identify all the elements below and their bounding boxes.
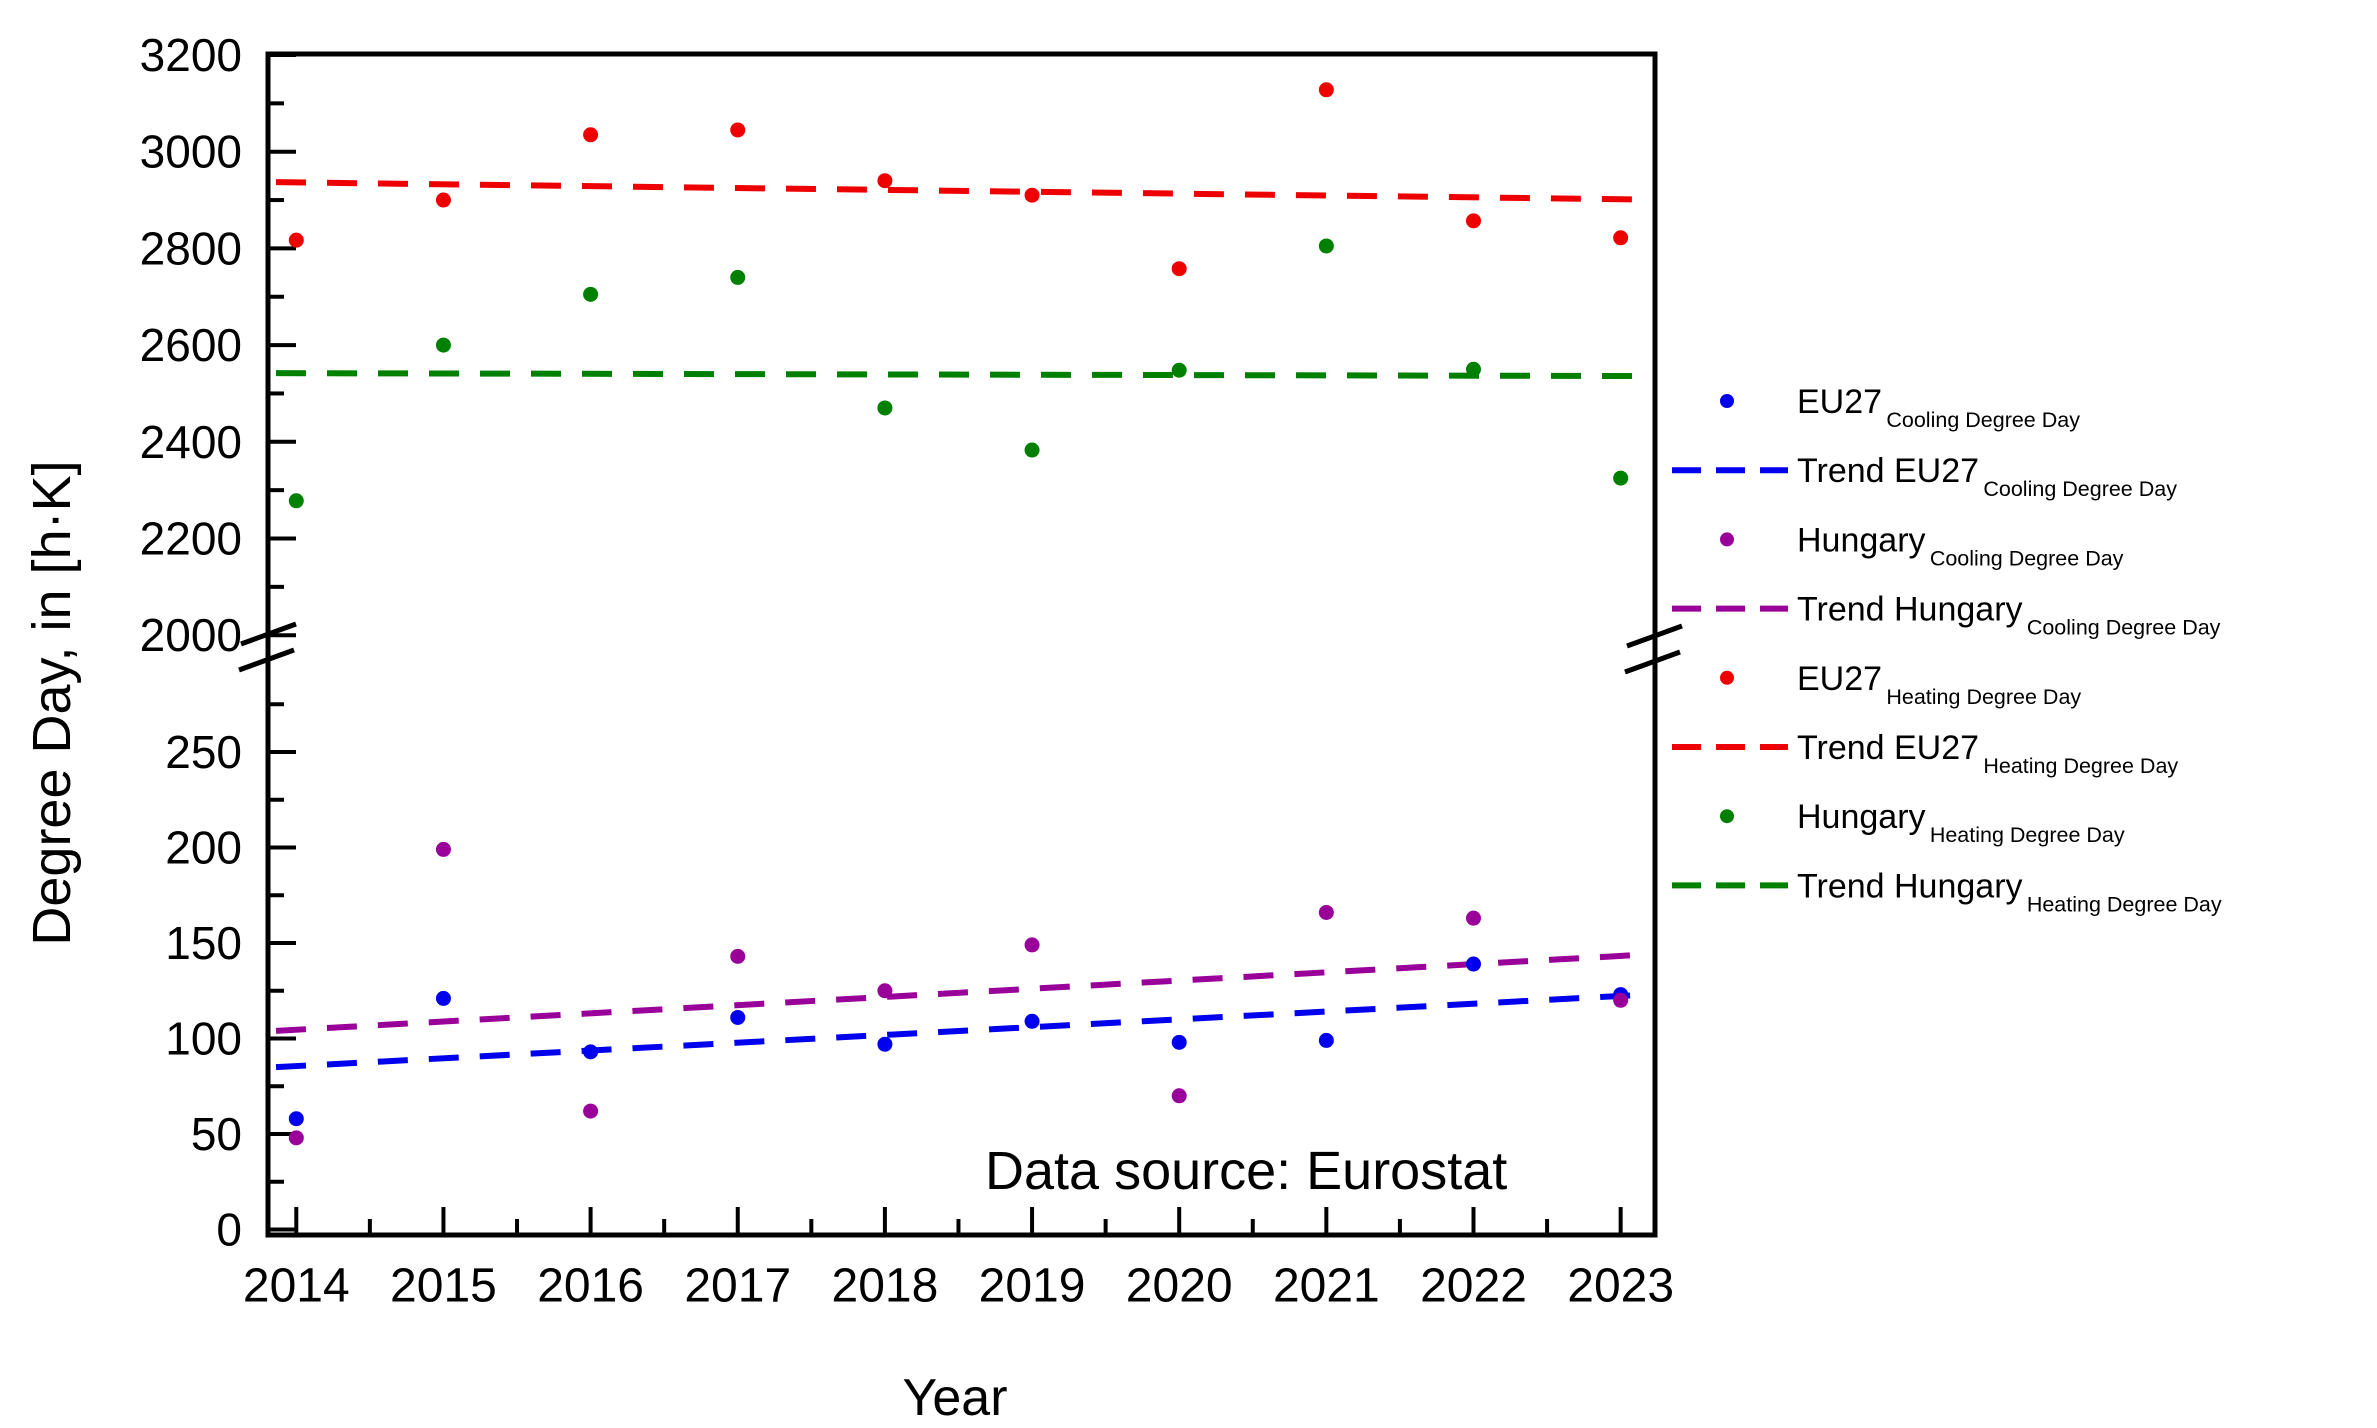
y-tick-label: 150 <box>165 917 242 969</box>
axis-break-icon <box>238 647 295 673</box>
data-point <box>435 337 451 353</box>
x-axis-title: Year <box>902 1369 1008 1427</box>
y-tick-label: 100 <box>165 1013 242 1065</box>
x-tick-label: 2023 <box>1567 1260 1674 1313</box>
data-point <box>1024 187 1040 203</box>
legend-item-label: Trend EU27 Cooling Degree Day <box>1797 452 2177 501</box>
data-point <box>1024 937 1040 953</box>
legend-item-label: Trend Hungary Cooling Degree Day <box>1797 591 2221 640</box>
data-point <box>877 400 893 416</box>
data-point <box>435 841 451 857</box>
data-point <box>288 1130 304 1146</box>
x-tick-label: 2019 <box>979 1260 1086 1313</box>
data-point <box>583 286 599 302</box>
legend-marker-dot <box>1720 670 1734 685</box>
x-tick-label: 2014 <box>243 1260 350 1313</box>
data-point <box>1171 362 1187 378</box>
data-point <box>730 948 746 964</box>
x-tick-label: 2017 <box>684 1260 791 1313</box>
y-tick-label: 0 <box>216 1204 242 1256</box>
y-tick-label: 3200 <box>140 29 242 81</box>
y-tick-label: 50 <box>191 1108 242 1160</box>
x-tick-label: 2022 <box>1420 1260 1527 1313</box>
data-point <box>730 1009 746 1025</box>
y-tick-label: 2800 <box>140 222 242 274</box>
data-point <box>1171 1088 1187 1104</box>
data-point <box>1466 213 1481 229</box>
x-tick-label: 2021 <box>1273 1260 1380 1313</box>
y-tick-label: 250 <box>165 726 242 778</box>
data-point <box>435 192 451 208</box>
data-source-note: Data source: Eurostat <box>985 1141 1508 1201</box>
data-point <box>1466 361 1481 377</box>
trend-line <box>275 991 1648 1071</box>
y-tick-label: 200 <box>165 822 242 874</box>
y-tick-label: 3000 <box>140 126 242 178</box>
trend-line <box>275 179 1648 203</box>
axis-break-icon <box>1624 649 1681 675</box>
data-point <box>288 1111 304 1127</box>
legend-item-label: Hungary Heating Degree Day <box>1797 798 2125 847</box>
x-tick-label: 2015 <box>390 1260 497 1313</box>
data-point <box>1171 261 1187 277</box>
legend-item-label: EU27 Cooling Degree Day <box>1797 383 2080 432</box>
data-point <box>877 173 893 189</box>
legend-item-label: Trend EU27 Heating Degree Day <box>1797 729 2178 778</box>
data-point <box>288 232 304 248</box>
legend-marker-dot <box>1720 532 1734 547</box>
data-point <box>583 127 599 143</box>
y-tick-label: 2400 <box>140 416 242 468</box>
data-point <box>1024 442 1040 458</box>
trend-line <box>275 951 1648 1034</box>
data-point <box>1171 1034 1187 1050</box>
data-point <box>1318 82 1334 98</box>
x-tick-label: 2018 <box>832 1260 939 1313</box>
data-point <box>1318 904 1334 920</box>
legend-marker-dot <box>1720 809 1734 824</box>
legend-item-label: Hungary Cooling Degree Day <box>1797 521 2124 570</box>
data-point <box>730 122 746 138</box>
data-point <box>1466 956 1481 972</box>
data-point <box>730 269 746 285</box>
axis-break-icon <box>1626 623 1683 649</box>
trend-line <box>275 370 1648 380</box>
plot-frame <box>265 51 1658 1238</box>
axis-break-icon <box>240 621 297 647</box>
x-tick-label: 2020 <box>1126 1260 1233 1313</box>
x-tick-label: 2016 <box>537 1260 644 1313</box>
data-point <box>1613 230 1629 246</box>
legend-item-label: EU27 Heating Degree Day <box>1797 660 2081 709</box>
data-point <box>1318 1032 1334 1048</box>
data-point <box>1466 910 1481 926</box>
legend-marker-dot <box>1720 394 1734 408</box>
data-point <box>288 493 304 509</box>
data-point <box>877 1036 893 1052</box>
data-point <box>583 1103 599 1119</box>
y-tick-label: 2000 <box>140 609 242 661</box>
data-point <box>1024 1013 1040 1029</box>
y-axis-title: Degree Day, in [h·K] <box>22 460 82 946</box>
data-point <box>1318 238 1334 254</box>
data-point <box>1613 992 1629 1008</box>
y-tick-label: 2600 <box>140 319 242 371</box>
data-point <box>877 983 893 999</box>
data-point <box>435 990 451 1006</box>
data-point <box>1613 470 1629 486</box>
legend-item-label: Trend Hungary Heating Degree Day <box>1797 867 2222 916</box>
data-point <box>583 1044 599 1060</box>
y-tick-label: 2200 <box>140 513 242 565</box>
